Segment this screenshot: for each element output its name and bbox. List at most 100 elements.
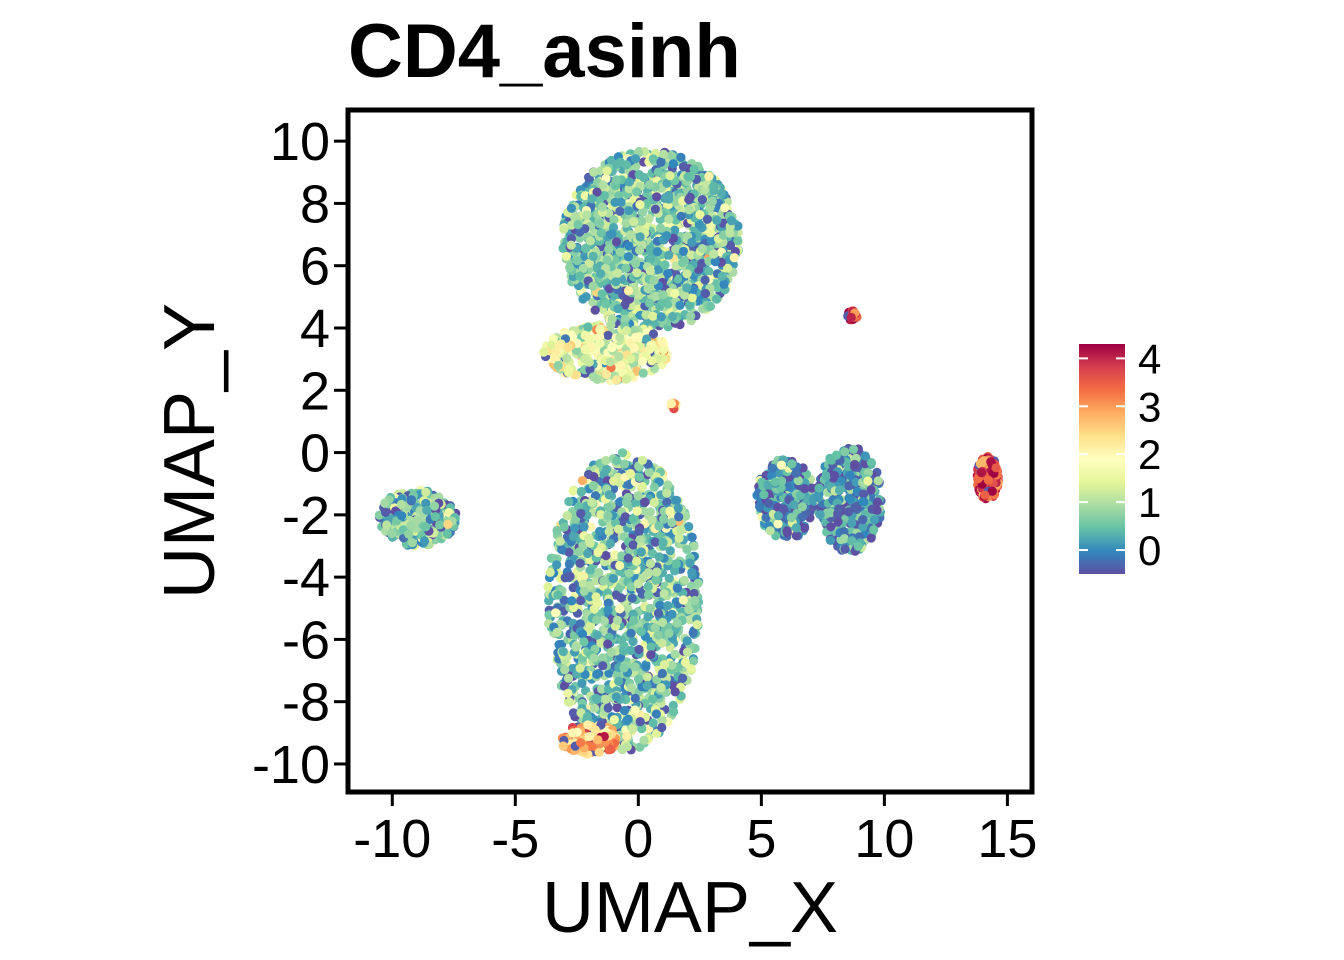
data-point	[642, 672, 652, 682]
data-point	[656, 157, 666, 167]
data-point	[576, 738, 586, 748]
data-point	[815, 509, 825, 520]
data-point	[983, 475, 994, 485]
data-point	[568, 583, 578, 593]
data-point	[797, 512, 807, 522]
data-point	[585, 565, 596, 575]
data-point	[694, 219, 704, 229]
data-point	[617, 635, 627, 645]
data-point	[786, 512, 797, 523]
data-point	[630, 154, 641, 164]
data-point	[588, 281, 598, 291]
data-point	[606, 320, 616, 330]
data-point	[695, 210, 705, 220]
data-point	[628, 540, 638, 550]
data-point	[620, 314, 630, 324]
data-point	[654, 521, 664, 531]
data-point	[591, 693, 601, 704]
data-point	[664, 573, 674, 583]
data-point	[670, 649, 680, 659]
data-point	[603, 598, 613, 608]
data-point	[553, 590, 563, 600]
data-point	[545, 567, 555, 578]
data-point	[590, 725, 601, 735]
data-point	[654, 552, 664, 562]
data-point	[640, 497, 650, 507]
data-point	[630, 693, 640, 704]
data-point	[662, 497, 672, 507]
data-point	[682, 544, 692, 555]
data-point	[637, 356, 648, 366]
data-point	[712, 294, 722, 304]
data-point	[443, 519, 453, 530]
data-point	[576, 487, 587, 497]
data-point	[637, 216, 647, 226]
data-point	[729, 253, 739, 263]
data-point	[639, 172, 649, 183]
data-point	[558, 741, 568, 751]
data-point	[657, 722, 667, 733]
data-point	[578, 294, 588, 304]
data-point	[674, 512, 684, 522]
data-point	[635, 535, 645, 545]
data-point	[612, 375, 622, 385]
data-point	[579, 522, 589, 532]
y-tick-label: -2	[282, 486, 330, 546]
data-point	[779, 504, 789, 514]
x-tick-label: -10	[353, 809, 431, 869]
data-point	[575, 271, 585, 281]
data-point	[697, 244, 707, 254]
data-point	[601, 455, 611, 466]
data-point	[588, 481, 599, 491]
data-point	[616, 360, 626, 370]
data-point	[576, 508, 586, 519]
data-point	[595, 324, 605, 335]
data-point	[637, 481, 648, 492]
data-point	[622, 326, 632, 336]
data-point	[539, 347, 549, 357]
data-point	[632, 268, 642, 278]
data-point	[629, 615, 639, 625]
data-point	[598, 661, 608, 671]
data-point	[560, 681, 570, 691]
data-point	[607, 342, 617, 353]
data-point	[645, 507, 656, 517]
data-point	[644, 180, 655, 190]
y-tick-label: 2	[300, 361, 330, 421]
data-point	[789, 500, 799, 510]
data-point	[643, 581, 653, 592]
data-point	[381, 507, 391, 517]
data-point	[406, 521, 416, 531]
data-point	[689, 541, 699, 551]
data-point	[614, 524, 624, 534]
data-point	[590, 305, 600, 315]
data-point	[839, 534, 850, 544]
data-point	[599, 190, 610, 201]
data-point	[650, 204, 661, 214]
data-point	[847, 518, 857, 528]
data-point	[630, 662, 640, 672]
data-point	[582, 712, 593, 722]
data-point	[628, 637, 638, 647]
data-point	[568, 486, 578, 496]
data-point	[795, 490, 806, 500]
data-point	[442, 529, 452, 539]
data-point	[597, 684, 607, 694]
data-point	[658, 337, 668, 347]
data-point	[626, 582, 636, 592]
data-point	[586, 522, 596, 532]
data-point	[626, 645, 636, 656]
data-point	[765, 526, 775, 536]
data-point	[665, 506, 675, 516]
x-axis: -10 -5 0 5 10 15	[353, 794, 1037, 869]
data-point	[611, 277, 621, 287]
data-point	[791, 468, 801, 478]
data-point	[419, 536, 430, 546]
data-point	[872, 505, 882, 515]
x-tick-label: 10	[854, 809, 914, 869]
data-point	[611, 175, 621, 185]
data-point	[663, 601, 673, 611]
data-point	[869, 525, 879, 535]
data-point	[624, 177, 635, 187]
data-point	[587, 497, 597, 507]
